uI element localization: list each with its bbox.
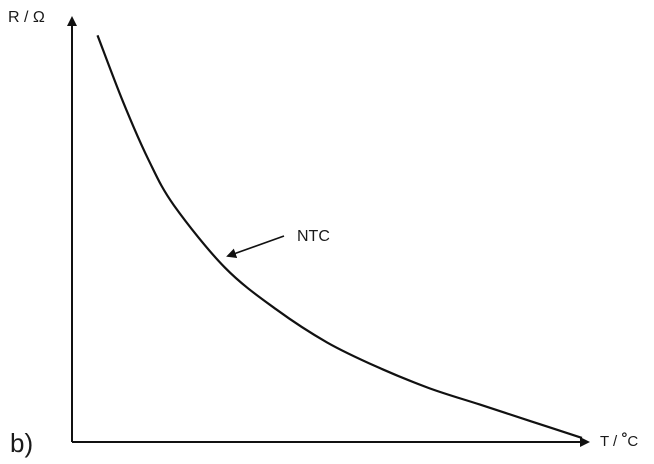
ntc-pointer-arrow	[226, 235, 285, 259]
y-axis-label: R / Ω	[8, 9, 45, 26]
panel-label: b)	[10, 428, 33, 458]
ntc-label: NTC	[297, 228, 330, 245]
ntc-curve	[96, 34, 583, 439]
x-axis-label: T / °C	[600, 430, 638, 450]
